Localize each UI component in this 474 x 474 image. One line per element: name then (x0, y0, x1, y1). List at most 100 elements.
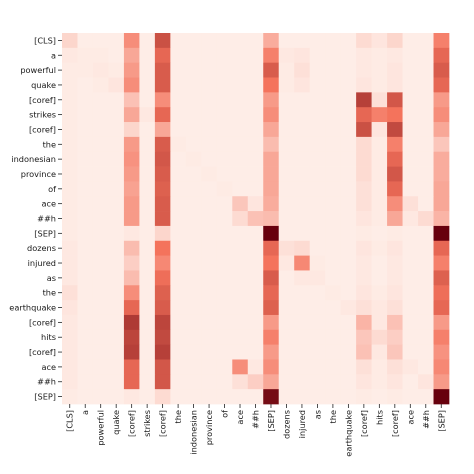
heatmap-cell (201, 122, 218, 138)
heatmap-cell (340, 240, 357, 256)
heatmap-cell (154, 374, 171, 390)
heatmap-cell (139, 136, 156, 153)
heatmap-cell (263, 196, 280, 212)
heatmap-cell (247, 255, 264, 271)
heatmap-cell (294, 285, 311, 301)
heatmap-cell (77, 33, 94, 49)
heatmap-cell (294, 122, 311, 138)
heatmap-cell (77, 136, 94, 153)
heatmap-cell (309, 181, 326, 197)
heatmap-cell (263, 255, 280, 271)
heatmap-cell (154, 92, 171, 108)
heatmap-cell (232, 329, 249, 345)
heatmap-cell (139, 122, 156, 138)
heatmap-cell (139, 270, 156, 286)
heatmap-cell (433, 344, 450, 360)
heatmap-cell (309, 344, 326, 360)
x-tick-label: [coref] (390, 410, 400, 437)
heatmap-cell (402, 136, 419, 153)
heatmap-cell (216, 47, 233, 64)
heatmap-cell (309, 77, 326, 93)
heatmap-cell (232, 151, 249, 167)
heatmap-cell (108, 211, 125, 227)
heatmap-cell (92, 122, 109, 138)
y-tick-label: hits (41, 332, 56, 342)
heatmap-cell (108, 240, 125, 256)
heatmap-cell (108, 196, 125, 212)
heatmap-cell (123, 92, 140, 108)
heatmap-cell (325, 255, 341, 271)
heatmap-cell (201, 136, 218, 153)
heatmap-cell (371, 77, 388, 93)
heatmap-cell (185, 92, 202, 108)
heatmap-cell (356, 329, 372, 345)
heatmap-cell (185, 359, 202, 375)
heatmap-cell (154, 151, 171, 167)
heatmap-cell (309, 136, 326, 153)
heatmap-cell (139, 92, 156, 108)
heatmap-cell (263, 47, 280, 64)
heatmap-cell (216, 240, 233, 256)
heatmap-cell (247, 285, 264, 301)
heatmap-cell (340, 270, 357, 286)
heatmap-cell (123, 255, 140, 271)
heatmap-cell (62, 62, 78, 78)
heatmap-cell (340, 314, 357, 331)
heatmap-cell (185, 389, 202, 405)
heatmap-cell (387, 285, 403, 301)
heatmap-cell (123, 107, 140, 123)
heatmap-cell (418, 107, 434, 123)
heatmap-cell (263, 151, 280, 167)
heatmap-cell (278, 166, 295, 182)
heatmap-cell (216, 329, 233, 345)
heatmap-cell (139, 255, 156, 271)
heatmap-cell (340, 374, 357, 390)
heatmap-cell (371, 47, 388, 64)
heatmap-cell (433, 255, 450, 271)
heatmap-cell (62, 359, 78, 375)
heatmap-cell (123, 344, 140, 360)
heatmap-cell (201, 107, 218, 123)
heatmap-cell (201, 62, 218, 78)
heatmap-cell (185, 166, 202, 182)
x-tick-label: dozens (281, 410, 291, 439)
heatmap-cell (418, 374, 434, 390)
heatmap-cell (294, 211, 311, 227)
heatmap-cell (92, 181, 109, 197)
heatmap-cell (371, 33, 388, 49)
heatmap-cell (433, 77, 450, 93)
heatmap-cell (154, 47, 171, 64)
heatmap-cell (62, 314, 78, 331)
heatmap-cell (154, 166, 171, 182)
heatmap-cells (62, 33, 450, 405)
heatmap-cell (216, 107, 233, 123)
heatmap-cell (278, 285, 295, 301)
heatmap-cell (371, 107, 388, 123)
heatmap-cell (340, 33, 357, 49)
heatmap-cell (154, 300, 171, 316)
heatmap-cell (325, 389, 341, 405)
heatmap-cell (340, 166, 357, 182)
heatmap-cell (356, 122, 372, 138)
heatmap-cell (433, 300, 450, 316)
heatmap-cell (371, 62, 388, 78)
heatmap-cell (216, 33, 233, 49)
heatmap-cell (356, 62, 372, 78)
heatmap-cell (185, 270, 202, 286)
heatmap-cell (340, 255, 357, 271)
heatmap-cell (108, 47, 125, 64)
heatmap-cell (77, 47, 94, 64)
heatmap-cell (278, 211, 295, 227)
heatmap-cell (356, 374, 372, 390)
heatmap-cell (170, 374, 187, 390)
heatmap-cell (418, 77, 434, 93)
heatmap-cell (278, 314, 295, 331)
heatmap-cell (139, 151, 156, 167)
heatmap-cell (278, 181, 295, 197)
heatmap-cell (387, 166, 403, 182)
heatmap-cell (62, 389, 78, 405)
heatmap-cell (139, 329, 156, 345)
heatmap-cell (278, 329, 295, 345)
heatmap-cell (201, 196, 218, 212)
heatmap-cell (294, 359, 311, 375)
